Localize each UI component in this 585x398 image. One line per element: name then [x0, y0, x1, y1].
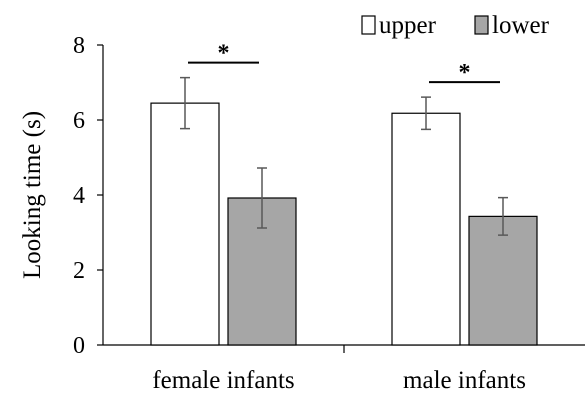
legend-label-upper: upper	[379, 12, 437, 39]
category-label: male infants	[403, 367, 526, 393]
y-tick-label: 4	[73, 183, 85, 209]
legend-swatch-lower	[474, 15, 489, 35]
significance-star: *	[218, 41, 230, 67]
bar-upper	[150, 102, 220, 346]
tick-labels: 0 2 4 6 8 female infants male infants	[73, 33, 526, 394]
significance-star: *	[459, 60, 471, 86]
category-label: female infants	[152, 367, 294, 393]
bars	[150, 102, 538, 346]
significance-markers: **	[188, 41, 500, 86]
y-tick-label: 2	[73, 258, 85, 284]
legend-label-lower: lower	[492, 12, 550, 39]
bar-upper	[391, 112, 461, 346]
y-tick-label: 6	[73, 108, 85, 134]
legend: upper lower	[361, 12, 550, 39]
error-bars	[180, 76, 508, 236]
y-axis-label: Looking time (s)	[19, 111, 46, 279]
legend-swatch-upper	[361, 15, 376, 35]
bar-lower	[468, 215, 538, 346]
y-tick-label: 8	[73, 33, 85, 59]
y-tick-label: 0	[73, 333, 85, 359]
